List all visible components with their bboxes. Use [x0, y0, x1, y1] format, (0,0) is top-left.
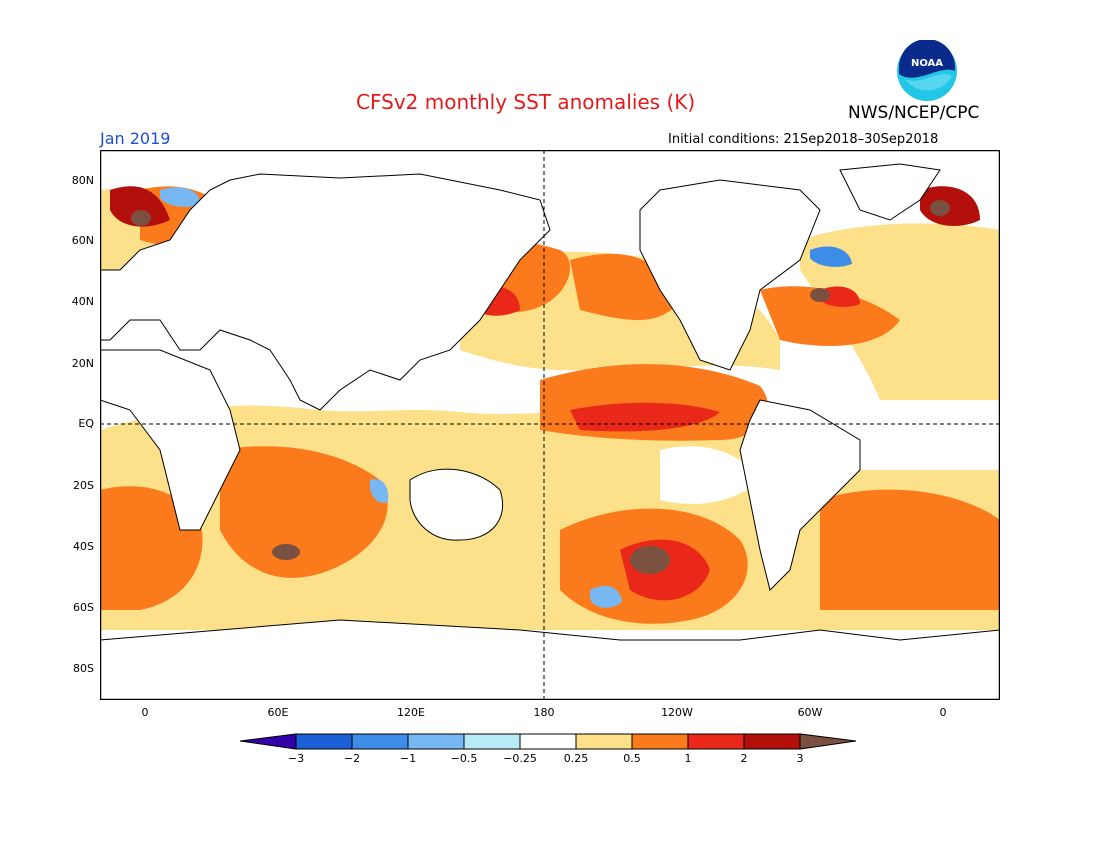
forecast-month: Jan 2019 — [100, 129, 171, 148]
colorbar-label: −3 — [287, 752, 305, 765]
sst-anomaly-map — [100, 150, 1000, 700]
lat-label: 80S — [73, 662, 94, 675]
colorbar-bin — [519, 733, 577, 750]
colorbar-bin — [351, 733, 409, 750]
colorbar-bin — [463, 733, 521, 750]
lon-label: 120W — [661, 706, 693, 719]
lat-label: 80N — [71, 174, 94, 187]
colorbar-label: 0.5 — [623, 752, 641, 765]
initial-conditions: Initial conditions: 21Sep2018–30Sep2018 — [668, 132, 939, 147]
colorbar — [240, 733, 857, 750]
colorbar-label: −1 — [399, 752, 417, 765]
colorbar-label: 2 — [740, 752, 748, 765]
noaa-logo: NOAA — [897, 40, 957, 101]
colorbar-max-arrow — [799, 733, 857, 750]
lon-label: 0 — [939, 706, 947, 719]
colorbar-label: −2 — [343, 752, 361, 765]
logo-text: NOAA — [911, 58, 943, 69]
lon-label: 180 — [533, 706, 555, 719]
colorbar-bin — [295, 733, 353, 750]
lon-label: 120E — [397, 706, 425, 719]
lon-label: 60W — [797, 706, 823, 719]
colorbar-bin — [687, 733, 745, 750]
colorbar-label: −0.5 — [450, 752, 478, 765]
lat-label: 20N — [71, 357, 94, 370]
colorbar-min-arrow — [240, 733, 297, 750]
continents — [100, 163, 1000, 700]
lon-label: 0 — [141, 706, 149, 719]
lon-label: 60E — [267, 706, 289, 719]
lat-label: EQ — [78, 417, 94, 430]
colorbar-bin — [631, 733, 689, 750]
colorbar-label: 1 — [684, 752, 692, 765]
lat-label: 20S — [73, 479, 94, 492]
lat-label: 60S — [73, 601, 94, 614]
lat-label: 40N — [71, 295, 94, 308]
colorbar-label: −0.25 — [503, 752, 537, 765]
lat-label: 40S — [73, 540, 94, 553]
colorbar-bin — [743, 733, 801, 750]
colorbar-label: 3 — [796, 752, 804, 765]
lat-label: 60N — [71, 234, 94, 247]
map-frame — [100, 150, 1000, 700]
colorbar-bin — [407, 733, 465, 750]
colorbar-bin — [575, 733, 633, 750]
map-title: CFSv2 monthly SST anomalies (K) — [356, 90, 696, 114]
org-label: NWS/NCEP/CPC — [848, 103, 980, 123]
colorbar-label: 0.25 — [563, 752, 589, 765]
